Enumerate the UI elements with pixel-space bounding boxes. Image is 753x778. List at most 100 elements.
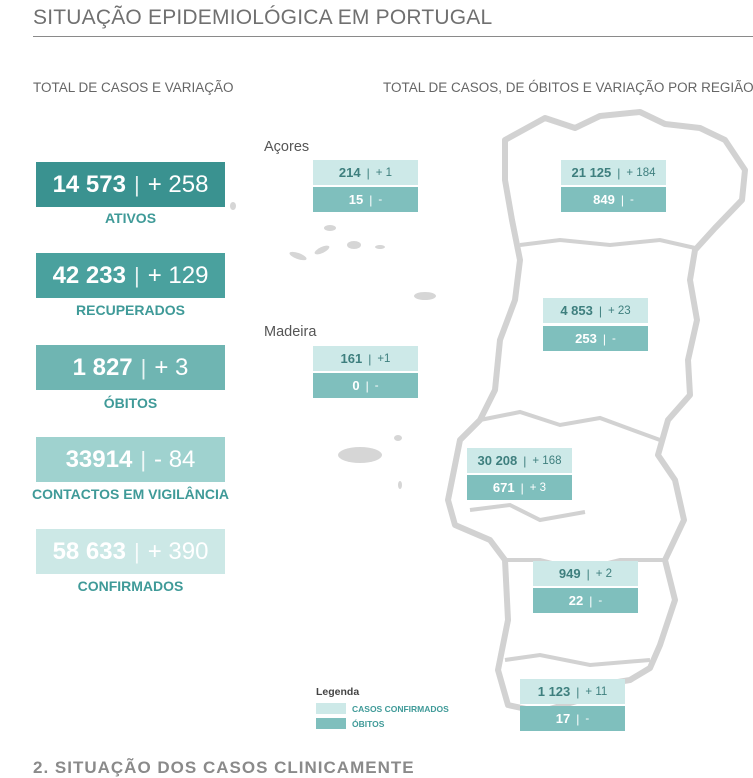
stat-obitos-box: 1 827 | + 3 [36,345,225,390]
stat-separator: | [140,354,147,380]
region-centro-cases: 4 853 | + 23 [543,298,648,323]
stat-obitos-delta: + 3 [154,353,189,381]
region-cases-value: 30 208 [477,453,518,468]
region-separator: | [598,303,602,318]
stat-separator: | [133,538,140,564]
region-algarve-cases: 1 123 | + 11 [520,679,625,704]
region-acores-cases: 214 | + 1 [313,160,418,185]
region-cases-value: 4 853 [560,303,593,318]
region-separator: | [365,378,369,393]
region-deaths-value: 849 [593,192,615,207]
azores-island [289,251,307,261]
region-separator: | [617,165,621,180]
region-cases-delta: + 2 [595,567,613,580]
region-cases-delta: + 11 [585,685,608,698]
region-separator: | [369,192,373,207]
region-deaths-delta: - [629,193,634,206]
madeira-label: Madeira [264,324,317,340]
region-madeira-cases: 161 | +1 [313,346,418,371]
region-separator: | [368,351,372,366]
stat-confirmados-value: 58 633 [52,537,126,565]
right-subtitle: TOTAL DE CASOS, DE ÓBITOS E VARIAÇÃO POR… [383,80,753,95]
stat-recuperados-delta: + 129 [147,261,209,289]
region-separator: | [602,331,606,346]
stat-ativos-box: 14 573 | + 258 [36,162,225,207]
boundary-algarve [504,652,651,668]
region-deaths-value: 22 [568,593,584,608]
stat-recuperados-value: 42 233 [52,261,126,289]
madeira-island [338,447,382,463]
region-norte-deaths: 849 | - [561,187,666,212]
stat-confirmados-box: 58 633 | + 390 [36,529,225,574]
stat-confirmados-delta: + 390 [147,537,209,565]
region-separator: | [589,593,593,608]
stat-obitos-value: 1 827 [72,353,133,381]
madeira-island [398,481,402,489]
legend-confirmed-label: CASOS CONFIRMADOS [352,704,449,714]
title-divider [33,36,753,37]
region-cases-delta: + 23 [607,304,631,317]
region-deaths-delta: + 3 [529,481,547,494]
azores-island [324,225,336,231]
stat-recuperados-box: 42 233 | + 129 [36,253,225,298]
stat-contactos-label: CONTACTOS EM VIGILÂNCIA [31,486,230,502]
region-alentejo-cases: 949 | + 2 [533,561,638,586]
region-deaths-delta: - [585,712,590,725]
region-deaths-delta: - [598,594,603,607]
boundary-lisbon [469,502,586,523]
region-cases-delta: + 168 [532,454,562,467]
region-cases-value: 161 [340,351,363,366]
region-separator: | [576,711,580,726]
region-algarve-deaths: 17 | - [520,706,625,731]
acores-label: Açores [264,139,310,155]
azores-island [347,241,361,249]
stat-obitos-label: ÓBITOS [103,395,158,411]
azores-island [375,245,385,249]
region-deaths-delta: - [378,193,383,206]
region-acores-deaths: 15 | - [313,187,418,212]
left-subtitle: TOTAL DE CASOS E VARIAÇÃO [33,80,234,95]
boundary-north [519,237,696,250]
region-separator: | [586,566,590,581]
region-cases-delta: + 1 [375,166,393,179]
stat-recuperados-label: RECUPERADOS [76,302,185,318]
stat-separator: | [133,262,140,288]
azores-island [314,245,330,255]
region-deaths-value: 15 [348,192,364,207]
region-lvt-deaths: 671 | + 3 [467,475,572,500]
page-title: SITUAÇÃO EPIDEMIOLÓGICA EM PORTUGAL [33,6,493,29]
region-separator: | [576,684,580,699]
stat-contactos-delta: - 84 [154,445,196,473]
stat-ativos-label: ATIVOS [104,210,157,226]
stat-separator: | [140,446,147,472]
region-cases-delta: + 184 [626,166,656,179]
region-deaths-value: 17 [555,711,571,726]
azores-island [230,202,236,210]
region-cases-delta: +1 [377,352,391,365]
region-deaths-delta: - [374,379,379,392]
region-cases-value: 1 123 [537,684,571,699]
stat-contactos-box: 33914 | - 84 [36,437,225,482]
stat-separator: | [133,171,140,197]
region-centro-deaths: 253 | - [543,326,648,351]
region-madeira-deaths: 0 | - [313,373,418,398]
region-deaths-value: 0 [352,378,360,393]
stat-contactos-value: 33914 [65,445,133,473]
legend-confirmed-swatch [316,703,346,714]
madeira-island [394,435,402,441]
region-deaths-value: 671 [492,480,515,495]
legend-deaths-label: ÓBITOS [352,719,385,729]
next-section-title: 2. SITUAÇÃO DOS CASOS CLINICAMENTE [33,758,415,777]
stat-ativos-delta: + 258 [147,170,209,198]
region-separator: | [520,480,524,495]
region-deaths-delta: - [611,332,616,345]
stat-confirmados-label: CONFIRMADOS [77,578,184,594]
boundary-centre [479,409,661,442]
stat-ativos-value: 14 573 [52,170,126,198]
region-cases-value: 21 125 [571,165,612,180]
region-norte-cases: 21 125 | + 184 [561,160,666,185]
azores-island [414,292,436,300]
legend-title: Legenda [316,686,360,698]
region-cases-value: 214 [338,165,361,180]
region-separator: | [523,453,527,468]
